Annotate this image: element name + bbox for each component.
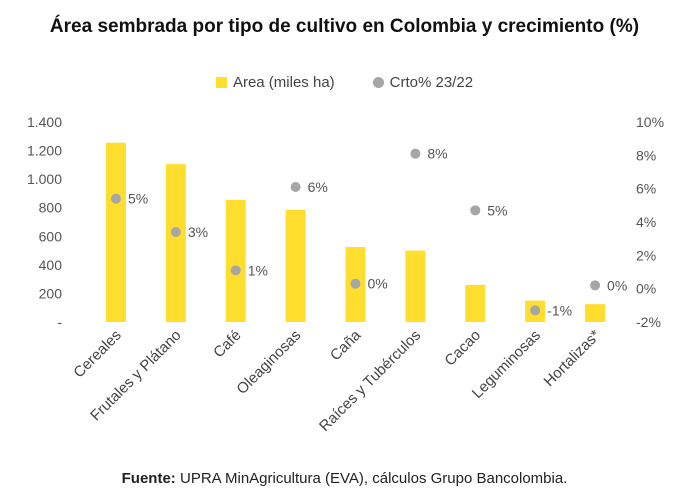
bar	[165, 164, 186, 322]
growth-data-label: 1%	[248, 262, 268, 278]
growth-data-label: 5%	[487, 202, 507, 218]
growth-data-label: 8%	[427, 146, 447, 162]
source-note: Fuente: UPRA MinAgricultura (EVA), cálcu…	[0, 470, 689, 487]
chart-legend: Area (miles ha) Crto% 23/22	[0, 74, 689, 91]
bar	[225, 199, 246, 322]
bar	[465, 284, 486, 322]
y-right-tick-label: 4%	[636, 214, 656, 230]
growth-point	[170, 227, 181, 237]
bar	[405, 250, 426, 322]
x-category-label: Caña	[327, 326, 365, 364]
legend-label-growth: Crto% 23/22	[389, 74, 474, 91]
y-left-tick-label: 800	[39, 200, 63, 216]
source-label: Fuente:	[121, 470, 176, 487]
growth-data-label: 3%	[188, 224, 208, 240]
x-category-label: Hortalizas*	[541, 327, 604, 390]
growth-data-label: 0%	[607, 277, 627, 293]
growth-point	[110, 193, 121, 204]
legend-item-area: Area (miles ha)	[215, 74, 335, 91]
legend-dot-swatch	[372, 77, 384, 88]
growth-data-label: 5%	[128, 191, 148, 207]
y-right-tick-label: 8%	[636, 147, 656, 163]
y-right-tick-label: 2%	[636, 247, 656, 263]
growth-point	[230, 265, 241, 276]
bar	[105, 142, 126, 322]
growth-point	[290, 182, 301, 192]
x-category-label: Cereales	[70, 327, 124, 381]
y-right-tick-label: 6%	[636, 181, 656, 197]
bar	[585, 304, 606, 322]
y-left-tick-label: 1.200	[27, 143, 62, 159]
y-left-tick-label: 1.400	[27, 114, 62, 130]
x-category-label: Cacao	[441, 327, 484, 370]
legend-bar-swatch	[215, 77, 227, 88]
y-left-tick-label: -	[57, 314, 62, 330]
growth-data-label: 0%	[368, 276, 388, 292]
source-text: UPRA MinAgricultura (EVA), cálculos Grup…	[175, 470, 568, 487]
y-left-tick-label: 200	[39, 285, 63, 301]
x-category-label: Café	[210, 327, 244, 361]
y-left-tick-label: 600	[39, 228, 63, 244]
legend-item-growth: Crto% 23/22	[372, 74, 474, 91]
y-left-tick-label: 400	[39, 257, 63, 273]
bar	[285, 209, 306, 322]
growth-point	[530, 305, 541, 316]
growth-point	[350, 278, 361, 289]
growth-data-label: -1%	[547, 302, 572, 318]
y-left-tick-label: 1.000	[27, 171, 62, 187]
growth-point	[410, 148, 421, 159]
y-right-tick-label: 10%	[636, 114, 664, 130]
chart-plot: - 200 400 600 800 1.000 1.200 1.400 -2% 0% 2% 4% 6% 8…	[27, 114, 664, 435]
growth-point	[470, 205, 481, 216]
y-right-tick-label: -2%	[636, 314, 661, 330]
y-right-tick-label: 0%	[636, 281, 656, 297]
growth-data-label: 6%	[308, 179, 328, 195]
x-category-label: Oleaginosas	[233, 327, 304, 398]
growth-point	[590, 280, 601, 291]
x-category-label: Raíces y Tubérculos	[316, 327, 424, 435]
legend-label-area: Area (miles ha)	[232, 74, 335, 91]
chart-title: Área sembrada por tipo de cultivo en Col…	[49, 16, 640, 37]
